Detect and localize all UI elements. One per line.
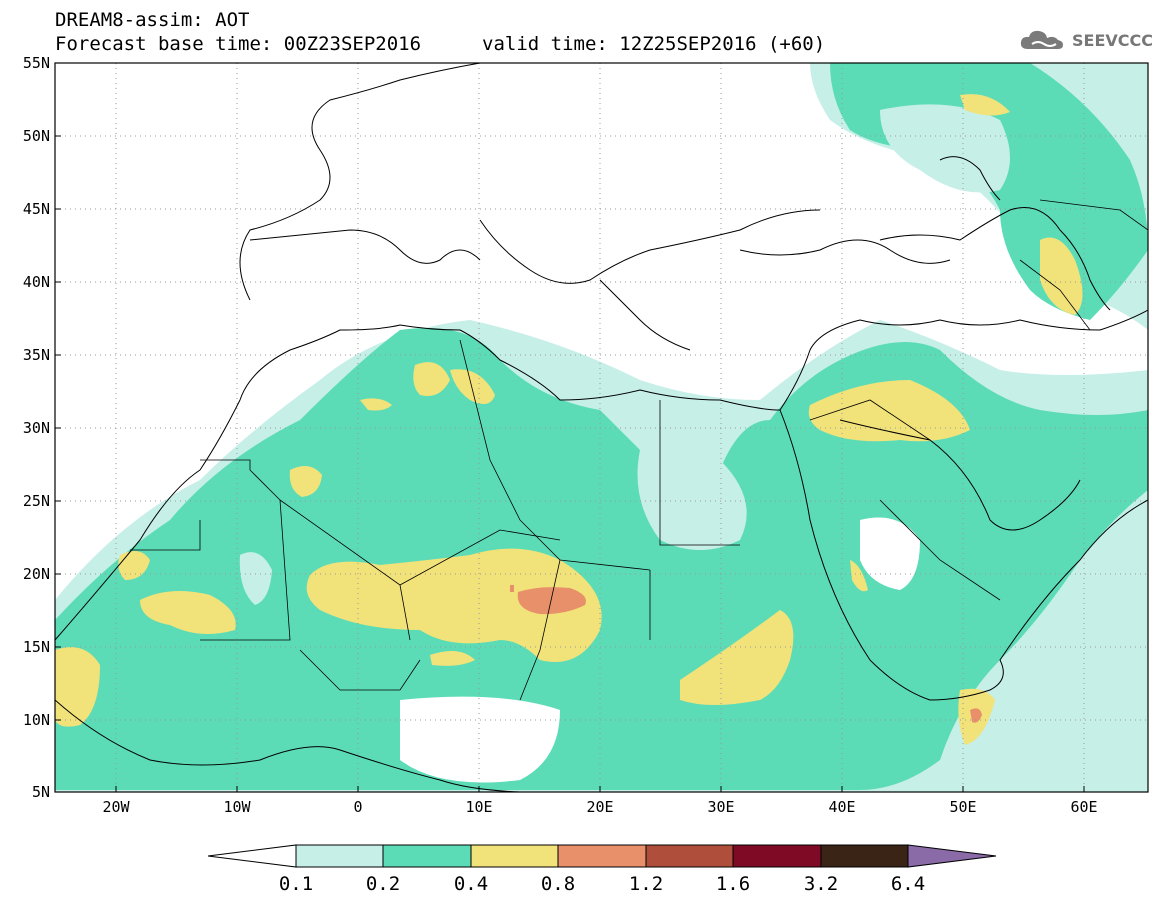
- colorbar-label: 0.4: [454, 873, 488, 895]
- lat-label: 45N: [23, 200, 50, 218]
- valid-time: valid time: 12Z25SEP2016 (+60): [482, 33, 826, 55]
- lon-label: 10E: [465, 798, 492, 816]
- lat-label: 35N: [23, 346, 50, 364]
- colorbar-label: 0.1: [279, 873, 313, 895]
- lat-label: 30N: [23, 419, 50, 437]
- lat-label: 15N: [23, 638, 50, 656]
- lat-label: 20N: [23, 565, 50, 583]
- lon-label: 40E: [828, 798, 855, 816]
- colorbar-label: 3.2: [804, 873, 838, 895]
- lat-label: 5N: [32, 783, 50, 801]
- cloud-icon: [1020, 30, 1063, 49]
- colorbar-cell: [645, 844, 734, 868]
- tick-marks: [55, 62, 1085, 793]
- lon-label: 50E: [949, 798, 976, 816]
- colorbar-cell: [820, 844, 909, 868]
- lat-label: 55N: [23, 54, 50, 72]
- lon-label: 30E: [707, 798, 734, 816]
- lon-label: 0: [353, 798, 362, 816]
- colorbar-label: 1.6: [716, 873, 750, 895]
- lon-label: 10W: [223, 798, 251, 816]
- lat-labels: 55N 50N 45N 40N 35N 30N 25N 20N 15N 10N …: [23, 54, 50, 801]
- logo-text: SEEVCCC: [1072, 30, 1153, 50]
- colorbar-cell: [295, 844, 384, 868]
- lat-label: 50N: [23, 127, 50, 145]
- colorbar: 0.1 0.2 0.4 0.8 1.2 1.6 3.2 6.4: [207, 844, 997, 895]
- lat-label: 40N: [23, 273, 50, 291]
- colorbar-cell-low: [207, 844, 297, 868]
- lon-label: 60E: [1070, 798, 1097, 816]
- forecast-base-time: Forecast base time: 00Z23SEP2016: [55, 33, 422, 55]
- lon-label: 20W: [102, 798, 130, 816]
- map-title: DREAM8-assim: AOT: [55, 9, 250, 31]
- colorbar-label: 0.2: [366, 873, 400, 895]
- colorbar-label: 1.2: [629, 873, 663, 895]
- seevccc-logo: SEEVCCC: [1018, 27, 1153, 53]
- colorbar-label: 0.8: [541, 873, 575, 895]
- lon-label: 20E: [586, 798, 613, 816]
- map-grid: [55, 63, 1148, 792]
- colorbar-cell: [732, 844, 822, 868]
- coastlines: [55, 63, 1148, 792]
- colorbar-cell: [470, 844, 559, 868]
- country-borders: [130, 199, 1148, 701]
- colorbar-cell: [382, 844, 472, 868]
- lat-label: 10N: [23, 711, 50, 729]
- aot-contours: [55, 63, 1148, 792]
- colorbar-cell-high: [907, 844, 997, 868]
- lon-labels: 20W 10W 0 10E 20E 30E 40E 50E 60E: [102, 798, 1097, 816]
- colorbar-label: 6.4: [891, 873, 925, 895]
- lat-label: 25N: [23, 492, 50, 510]
- colorbar-cell: [557, 844, 647, 868]
